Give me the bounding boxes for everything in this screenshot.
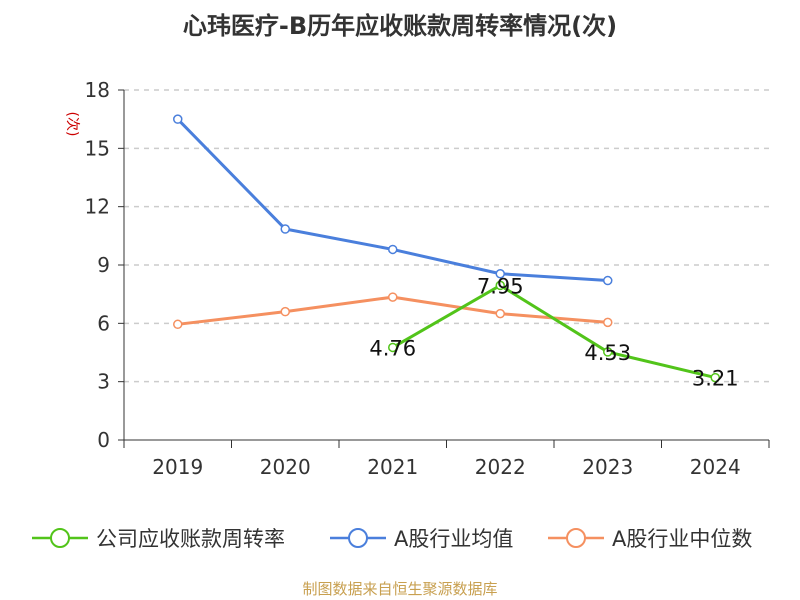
legend-marker-icon bbox=[330, 528, 386, 548]
y-tick-label: 9 bbox=[97, 253, 110, 277]
y-tick-label: 15 bbox=[85, 136, 110, 160]
legend-marker-icon bbox=[548, 528, 604, 548]
x-tick-label: 2020 bbox=[260, 455, 311, 479]
series-2 bbox=[173, 292, 613, 330]
data-point bbox=[495, 308, 505, 319]
y-tick-label: 3 bbox=[97, 370, 110, 394]
data-point bbox=[495, 269, 505, 279]
y-tick-label: 0 bbox=[97, 428, 110, 452]
data-point bbox=[495, 280, 505, 291]
series-line bbox=[176, 118, 608, 283]
series-1 bbox=[173, 114, 613, 286]
series-lines bbox=[173, 114, 720, 383]
y-tick-label: 18 bbox=[85, 78, 110, 102]
y-tick-label: 12 bbox=[85, 195, 110, 219]
data-label: 3.21 bbox=[692, 367, 739, 391]
data-point bbox=[173, 114, 183, 124]
grid-lines bbox=[124, 89, 769, 383]
series-line bbox=[392, 283, 716, 380]
x-tick-label: 2021 bbox=[367, 455, 418, 479]
data-point bbox=[603, 347, 613, 357]
data-point bbox=[710, 372, 720, 383]
legend-item-1[interactable]: A股行业均值 bbox=[330, 520, 513, 556]
legend-item-2[interactable]: A股行业中位数 bbox=[548, 520, 752, 556]
x-tick-label: 2022 bbox=[475, 455, 526, 479]
data-point bbox=[388, 244, 398, 255]
legend-marker-icon bbox=[32, 528, 88, 548]
data-point bbox=[603, 317, 613, 328]
legend: 公司应收账款周转率 A股行业均值 A股行业中位数 bbox=[0, 520, 800, 556]
data-label: 4.53 bbox=[584, 341, 631, 365]
y-tick-label: 6 bbox=[97, 311, 110, 335]
chart-title: 心玮医疗-B历年应收账款周转率情况(次) bbox=[182, 12, 618, 40]
legend-item-0[interactable]: 公司应收账款周转率 bbox=[32, 520, 285, 556]
data-label: 7.95 bbox=[477, 274, 524, 298]
series-0 bbox=[388, 280, 720, 383]
x-tick-label: 2019 bbox=[152, 455, 203, 479]
x-tick-label: 2023 bbox=[582, 455, 633, 479]
data-labels: 4.76 7.95 4.53 3.21 bbox=[369, 274, 738, 390]
data-point bbox=[603, 275, 613, 286]
data-label: 4.76 bbox=[369, 336, 416, 360]
axes: 0 3 6 9 12 15 18 (次) 2019 2020 2021 2022 2023 2024 bbox=[64, 78, 770, 479]
source-note: 制图数据来自恒生聚源数据库 bbox=[302, 580, 498, 598]
x-tick-label: 2024 bbox=[690, 455, 741, 479]
data-point bbox=[388, 342, 398, 353]
legend-label: A股行业均值 bbox=[394, 527, 514, 551]
data-point bbox=[388, 292, 398, 302]
legend-label: 公司应收账款周转率 bbox=[96, 527, 285, 551]
data-point bbox=[280, 224, 290, 234]
legend-label: A股行业中位数 bbox=[612, 527, 753, 551]
data-point bbox=[280, 306, 290, 317]
data-point bbox=[173, 319, 183, 330]
y-axis-label: (次) bbox=[64, 112, 80, 137]
